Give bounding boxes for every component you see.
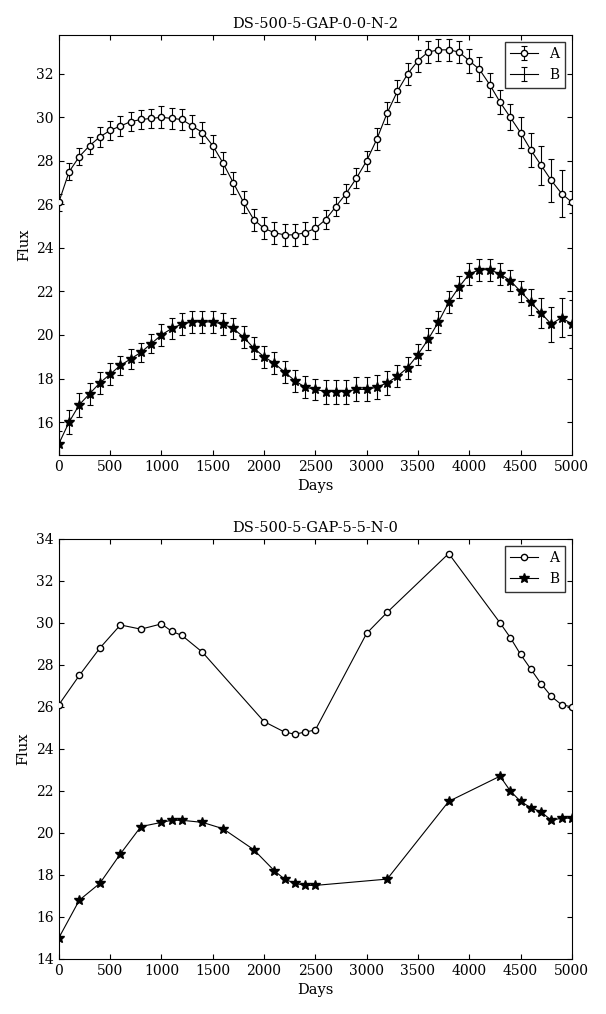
Legend: A, B: A, B (505, 546, 565, 592)
B (219, 822, 227, 835)
A (158, 618, 165, 630)
A (96, 642, 104, 654)
B (178, 814, 185, 826)
A (301, 726, 308, 738)
Legend: A, B: A, B (505, 42, 565, 87)
B (548, 814, 555, 826)
B (250, 844, 258, 856)
A (55, 699, 62, 711)
B (138, 820, 145, 832)
A (138, 623, 145, 635)
B (496, 770, 504, 782)
B (199, 816, 206, 828)
B (76, 894, 83, 907)
A (548, 691, 555, 703)
Y-axis label: Flux: Flux (17, 733, 31, 766)
B (271, 865, 278, 877)
B (507, 785, 514, 797)
A (445, 548, 452, 560)
B (158, 816, 165, 828)
B (117, 848, 124, 860)
A (117, 619, 124, 631)
Y-axis label: Flux: Flux (17, 228, 31, 261)
B (55, 932, 62, 944)
Title: DS-500-5-GAP-5-5-N-0: DS-500-5-GAP-5-5-N-0 (232, 521, 398, 535)
A (76, 669, 83, 681)
A (517, 648, 524, 660)
A (384, 606, 391, 619)
Line: B: B (54, 772, 577, 943)
B (445, 795, 452, 807)
B (538, 806, 545, 818)
B (291, 877, 298, 889)
B (96, 877, 104, 889)
Line: A: A (56, 551, 575, 737)
A (363, 628, 370, 640)
A (507, 632, 514, 644)
A (281, 726, 288, 738)
A (568, 701, 576, 713)
B (568, 812, 576, 824)
B (558, 812, 565, 824)
B (527, 802, 534, 814)
A (291, 728, 298, 740)
B (301, 879, 308, 891)
X-axis label: Days: Days (297, 479, 333, 493)
A (538, 677, 545, 690)
A (178, 630, 185, 642)
B (384, 873, 391, 885)
A (199, 646, 206, 658)
A (168, 626, 175, 638)
Title: DS-500-5-GAP-0-0-N-2: DS-500-5-GAP-0-0-N-2 (232, 16, 398, 30)
B (281, 873, 288, 885)
B (311, 879, 319, 891)
B (168, 814, 175, 826)
A (496, 617, 504, 629)
A (527, 663, 534, 675)
X-axis label: Days: Days (297, 984, 333, 998)
B (517, 795, 524, 807)
A (311, 724, 319, 736)
A (558, 699, 565, 711)
A (261, 716, 268, 728)
